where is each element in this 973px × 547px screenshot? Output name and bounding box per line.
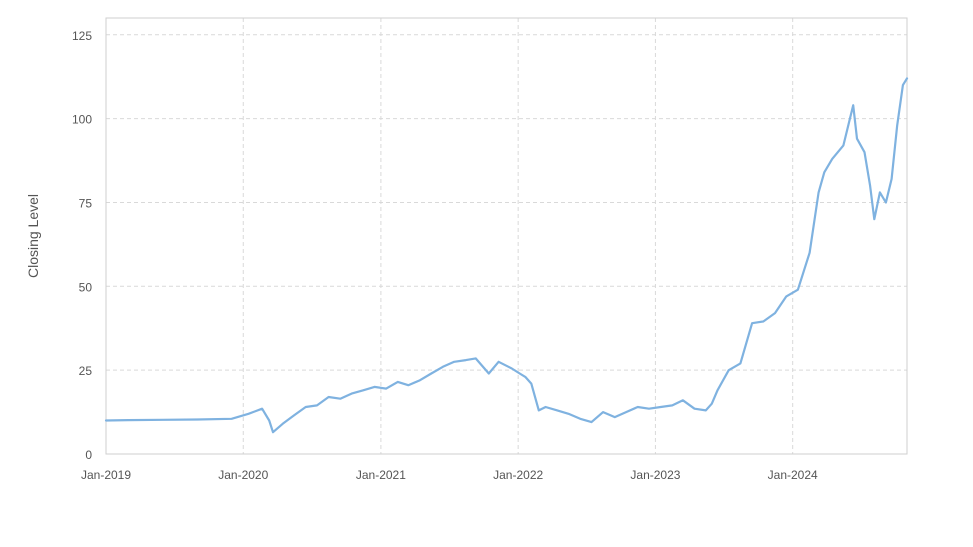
grid — [106, 18, 907, 454]
x-axis-ticks: Jan-2019 Jan-2020 Jan-2021 Jan-2022 Jan-2023… — [81, 468, 818, 482]
y-tick-label: 25 — [79, 364, 93, 378]
y-axis-title: Closing Level — [25, 194, 41, 278]
x-tick-label: Jan-2021 — [356, 468, 406, 482]
x-tick-label: Jan-2023 — [630, 468, 680, 482]
x-tick-label: Jan-2020 — [218, 468, 268, 482]
x-tick-label: Jan-2024 — [768, 468, 818, 482]
y-axis-ticks: 0 25 50 75 100 125 — [72, 29, 92, 462]
series-line — [104, 77, 909, 434]
x-tick-label: Jan-2019 — [81, 468, 131, 482]
y-tick-label: 75 — [79, 196, 93, 210]
plot-area-frame — [105, 17, 908, 455]
y-tick-label: 100 — [72, 113, 92, 127]
y-tick-label: 125 — [72, 29, 92, 43]
y-tick-label: 0 — [85, 448, 92, 462]
x-tick-label: Jan-2022 — [493, 468, 543, 482]
y-tick-label: 50 — [79, 280, 93, 294]
series-layer — [104, 77, 909, 434]
